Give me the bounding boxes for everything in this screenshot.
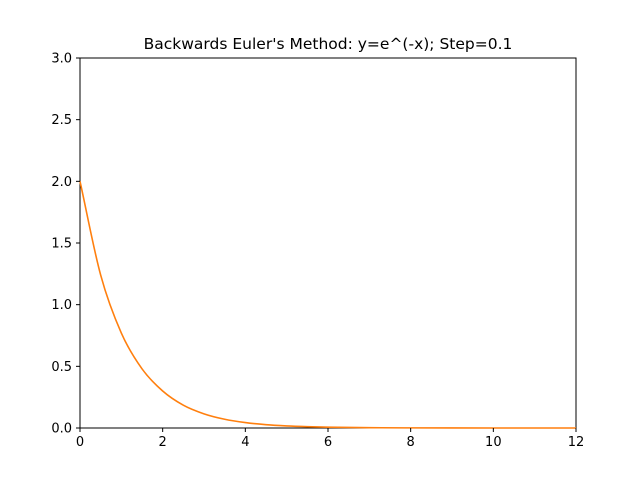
x-tick-label: 8	[407, 435, 415, 450]
y-tick-label: 1.0	[51, 298, 72, 313]
y-tick-label: 2.5	[51, 113, 72, 128]
x-tick-label: 6	[324, 435, 332, 450]
x-tick-label: 10	[485, 435, 502, 450]
series-line-0	[79, 181, 576, 429]
x-axis: 0 2 4 6 8 10 12	[76, 428, 584, 450]
x-tick-label: 2	[159, 435, 167, 450]
y-tick-label: 2.0	[51, 175, 72, 190]
y-tick-label: 0.5	[51, 360, 72, 375]
y-tick-label: 1.5	[51, 237, 72, 252]
x-tick-label: 12	[568, 435, 585, 450]
chart-title: Backwards Euler's Method: y=e^(-x); Step…	[144, 35, 513, 53]
plot-area	[79, 57, 577, 429]
y-axis: 0.0 0.5 1.0 1.5 2.0 2.5 3.0	[51, 52, 80, 437]
y-tick-label: 0.0	[51, 422, 72, 437]
y-tick-label: 3.0	[51, 52, 72, 67]
series-layer	[79, 181, 576, 429]
x-tick-label: 4	[241, 435, 249, 450]
x-tick-label: 0	[76, 435, 84, 450]
plot-frame	[79, 57, 577, 429]
